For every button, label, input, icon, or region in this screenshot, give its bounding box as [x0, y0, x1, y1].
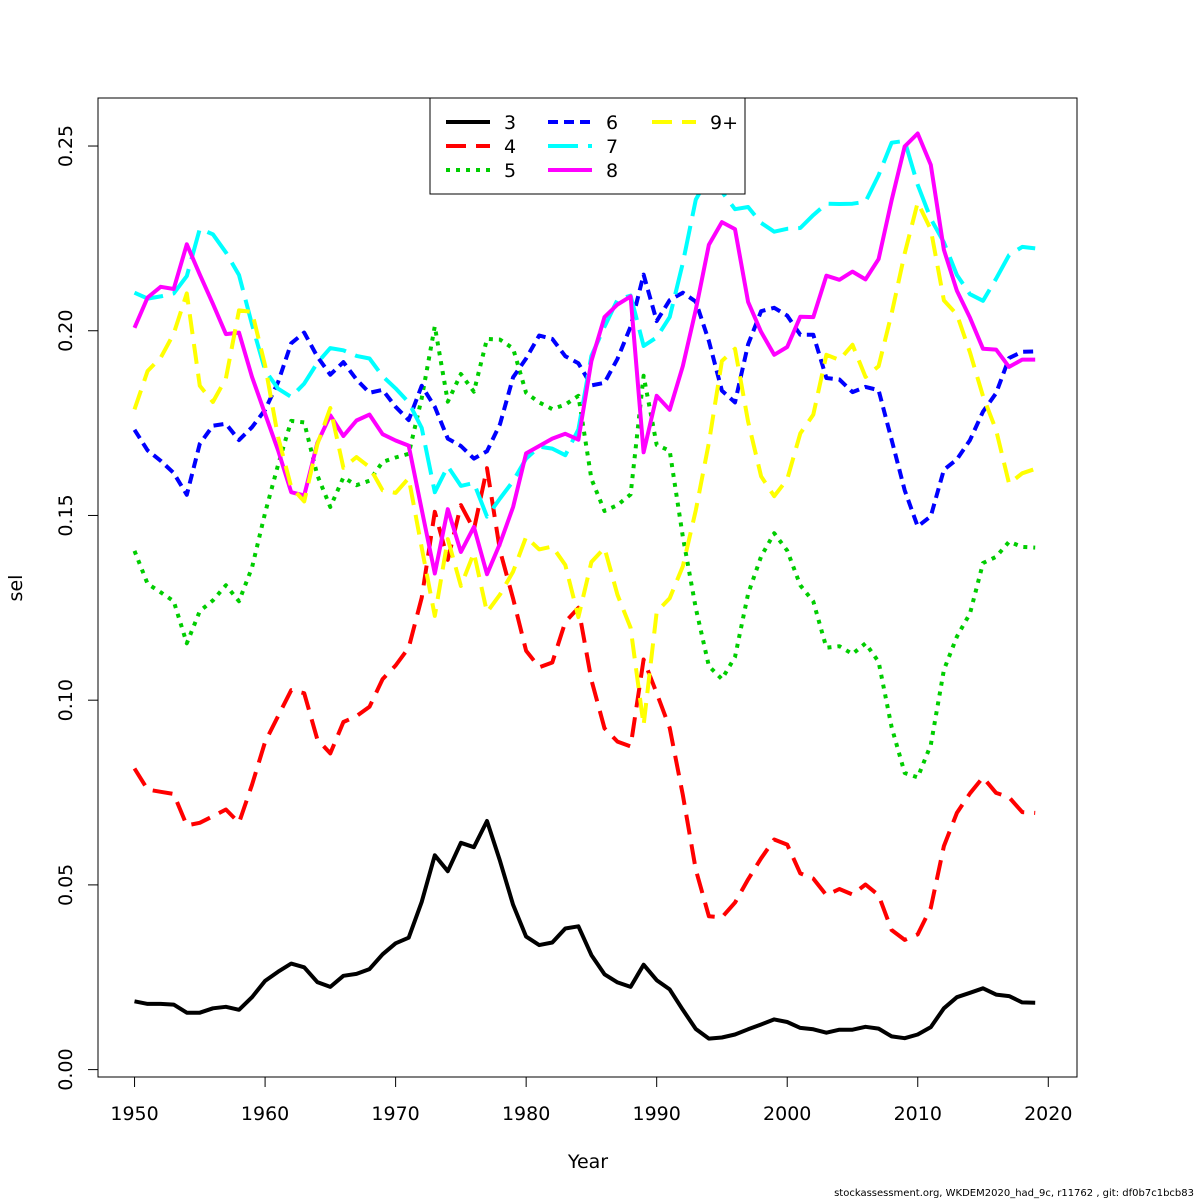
plot-frame: [97, 97, 1078, 1078]
legend-label: 7: [606, 136, 618, 158]
y-tick-label: 0.10: [55, 679, 77, 721]
series-line-6: [132, 272, 1036, 529]
x-axis-title: Year: [567, 1151, 608, 1173]
series-line-4: [132, 466, 1036, 942]
legend-label: 9+: [710, 112, 738, 134]
x-tick-label: 1970: [371, 1103, 419, 1125]
x-tick-label: 2010: [894, 1103, 942, 1125]
series-line-3: [134, 819, 1036, 1041]
x-axis: 1950 1960 1970 1980 1990 2000 2010 2020: [110, 1076, 1072, 1125]
y-tick-label: 0.15: [55, 494, 77, 536]
legend-label: 3: [504, 112, 516, 134]
series-line-8: [132, 131, 1036, 577]
series-line-7: [133, 138, 1036, 519]
footer-caption: stockassessment.org, WKDEM2020_had_9c, r…: [834, 1188, 1194, 1199]
legend-label: 8: [606, 160, 618, 182]
y-tick-label: 0.00: [55, 1048, 77, 1090]
series-layer: [132, 131, 1036, 1041]
legend-label: 6: [606, 112, 618, 134]
x-tick-label: 1950: [110, 1103, 158, 1125]
legend-label: 4: [504, 136, 516, 158]
legend-label: 5: [504, 160, 516, 182]
x-tick-label: 1980: [502, 1103, 550, 1125]
series-line-9plus: [132, 200, 1036, 728]
x-tick-label: 1960: [241, 1103, 289, 1125]
series-line-5: [132, 324, 1036, 780]
y-tick-label: 0.25: [55, 125, 77, 167]
y-axis-title: sel: [5, 575, 27, 602]
y-axis: 0.00 0.05 0.10 0.15 0.20 0.25: [55, 125, 99, 1091]
legend: 345 678 9+: [429, 97, 746, 195]
x-tick-label: 2000: [763, 1103, 811, 1125]
x-tick-label: 2020: [1024, 1103, 1072, 1125]
y-tick-label: 0.20: [55, 310, 77, 352]
x-tick-label: 1990: [633, 1103, 681, 1125]
y-tick-label: 0.05: [55, 864, 77, 906]
